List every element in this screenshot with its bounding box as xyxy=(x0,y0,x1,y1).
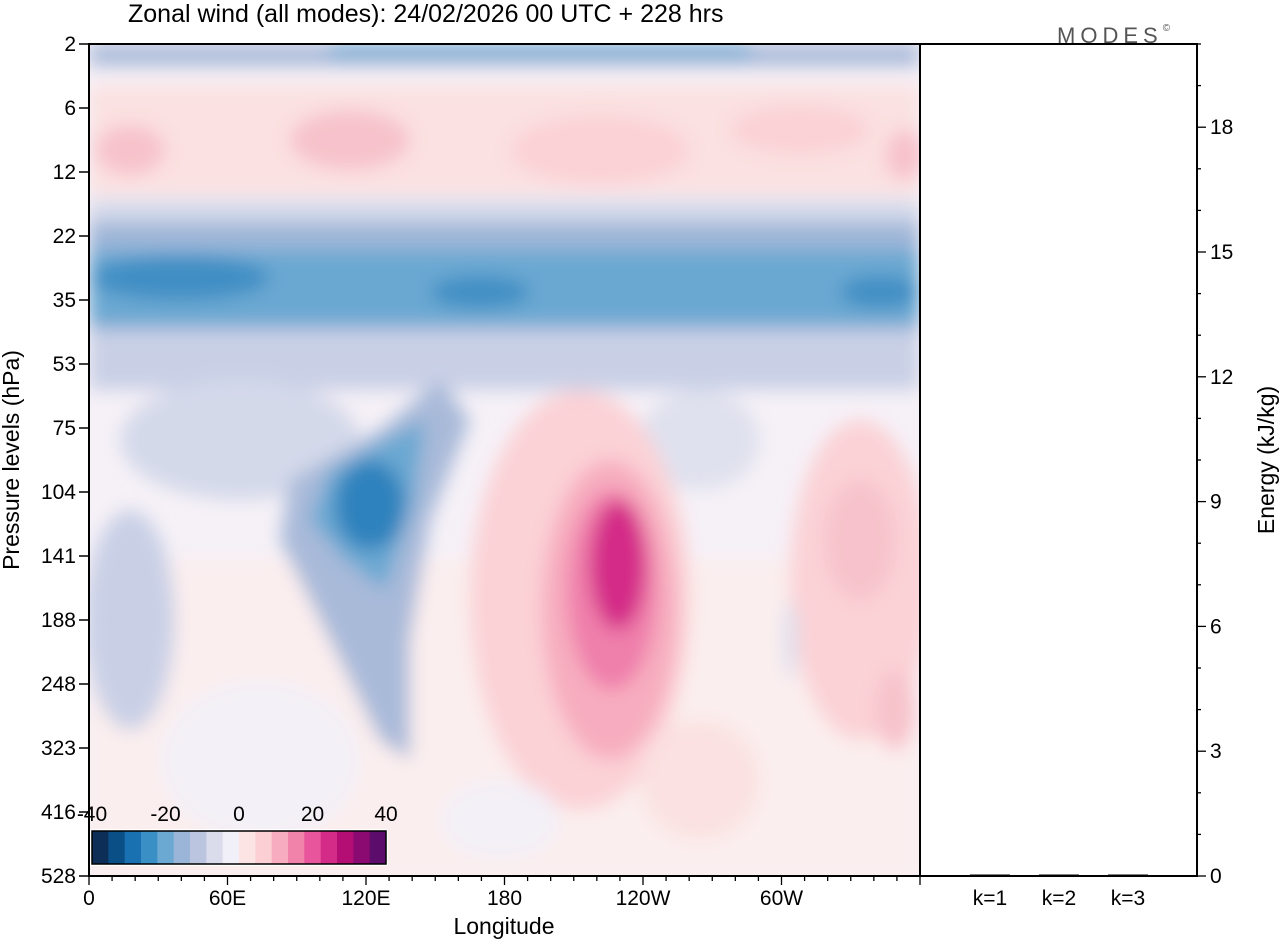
x-tick-label: 120E xyxy=(341,887,390,910)
y-tick-label: 12 xyxy=(53,161,76,184)
colorbar-swatch xyxy=(337,831,354,864)
y-axis-label: Pressure levels (hPa) xyxy=(0,350,24,570)
colorbar-swatch xyxy=(108,831,126,864)
y-tick-label: 188 xyxy=(41,609,76,632)
colorbar-swatch xyxy=(304,831,322,864)
y-tick-label: 528 xyxy=(41,865,76,888)
energy-tick-label: 3 xyxy=(1210,740,1222,763)
y-tick-label: 75 xyxy=(53,417,76,440)
longitude-axis: 0 60E 120E 180 120W 60W xyxy=(83,876,921,910)
colorbar-swatch xyxy=(141,831,158,864)
energy-tick-label: 18 xyxy=(1210,116,1233,139)
colorbar-swatch xyxy=(92,831,109,864)
y-tick-label: 141 xyxy=(41,545,76,568)
x-tick-label: 60E xyxy=(209,887,246,910)
energy-tick-label: 9 xyxy=(1210,491,1222,514)
chart-title: Zonal wind (all modes): 24/02/2026 00 UT… xyxy=(128,0,723,28)
y-tick-label: 248 xyxy=(41,673,76,696)
colorbar-swatch xyxy=(190,831,207,864)
colorbar-swatch xyxy=(239,831,256,864)
energy-tick-label: 15 xyxy=(1210,241,1233,264)
x-tick-label: 0 xyxy=(83,887,95,910)
energy-panel-frame xyxy=(919,43,1198,877)
colorbar-swatch xyxy=(369,831,387,864)
energy-bar-label: k=1 xyxy=(973,887,1007,910)
y-tick-label: 2 xyxy=(64,33,76,56)
energy-tick-label: 6 xyxy=(1210,615,1222,638)
y-tick-label: 53 xyxy=(53,353,76,376)
energy-bar-label: k=3 xyxy=(1111,887,1145,910)
colorbar-label: 40 xyxy=(374,803,397,826)
colorbar-label: 20 xyxy=(301,803,324,826)
colorbar-swatch xyxy=(222,831,240,864)
y2-axis-label: Energy (kJ/kg) xyxy=(1253,386,1279,534)
colorbar-swatch xyxy=(288,831,305,864)
colorbar-swatch xyxy=(157,831,175,864)
colorbar-frame xyxy=(91,830,387,865)
energy-tick-label: 12 xyxy=(1210,366,1233,389)
energy-bars: k=1 k=2 k=3 xyxy=(970,874,1148,910)
colorbar-swatch xyxy=(353,831,371,864)
colorbar-swatch xyxy=(271,831,289,864)
y-tick-label: 22 xyxy=(53,225,76,248)
x-tick-label: 120W xyxy=(616,887,671,910)
energy-bar-label: k=2 xyxy=(1042,887,1076,910)
zonal-wind-field xyxy=(89,44,920,876)
colorbar-swatch xyxy=(124,831,142,864)
colorbar-label: -20 xyxy=(150,803,180,826)
y-tick-label: 323 xyxy=(41,737,76,760)
x-axis-label: Longitude xyxy=(453,913,554,939)
energy-tick-label: 0 xyxy=(1210,865,1222,888)
colorbar: -40 -20 0 20 40 xyxy=(77,803,398,866)
colorbar-label: 0 xyxy=(233,803,245,826)
y-tick-label: 416 xyxy=(41,801,76,824)
y-tick-label: 35 xyxy=(53,289,76,312)
colorbar-swatch xyxy=(206,831,224,864)
y-tick-label: 6 xyxy=(64,97,76,120)
energy-bar xyxy=(1108,874,1148,876)
energy-bar xyxy=(970,874,1010,876)
colorbar-label: -40 xyxy=(77,803,107,826)
energy-bar xyxy=(1039,874,1079,876)
pressure-axis: 2 6 12 22 35 53 75 104 141 188 248 323 416 528 xyxy=(41,33,89,888)
colorbar-swatch xyxy=(320,831,338,864)
x-tick-label: 60W xyxy=(760,887,803,910)
energy-axis: 0 3 6 9 12 15 18 xyxy=(1197,43,1233,888)
colorbar-swatch xyxy=(255,831,273,864)
y-tick-label: 104 xyxy=(41,481,76,504)
x-tick-label: 180 xyxy=(487,887,522,910)
colorbar-swatch xyxy=(173,831,191,864)
